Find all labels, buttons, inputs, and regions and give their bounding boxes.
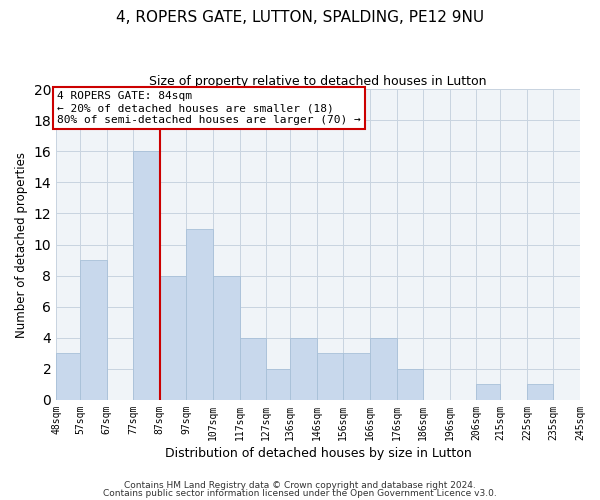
Bar xyxy=(290,338,317,400)
Bar xyxy=(476,384,500,400)
Title: Size of property relative to detached houses in Lutton: Size of property relative to detached ho… xyxy=(149,75,487,88)
Bar xyxy=(370,338,397,400)
Bar xyxy=(80,260,107,400)
Text: Contains HM Land Registry data © Crown copyright and database right 2024.: Contains HM Land Registry data © Crown c… xyxy=(124,480,476,490)
Bar xyxy=(213,276,239,400)
Bar xyxy=(397,369,423,400)
Bar xyxy=(266,369,290,400)
Y-axis label: Number of detached properties: Number of detached properties xyxy=(15,152,28,338)
Text: 4, ROPERS GATE, LUTTON, SPALDING, PE12 9NU: 4, ROPERS GATE, LUTTON, SPALDING, PE12 9… xyxy=(116,10,484,25)
Bar xyxy=(187,229,213,400)
X-axis label: Distribution of detached houses by size in Lutton: Distribution of detached houses by size … xyxy=(165,447,472,460)
Bar xyxy=(56,354,80,400)
Text: Contains public sector information licensed under the Open Government Licence v3: Contains public sector information licen… xyxy=(103,489,497,498)
Bar xyxy=(527,384,553,400)
Bar xyxy=(133,152,160,400)
Bar xyxy=(343,354,370,400)
Bar xyxy=(239,338,266,400)
Text: 4 ROPERS GATE: 84sqm
← 20% of detached houses are smaller (18)
80% of semi-detac: 4 ROPERS GATE: 84sqm ← 20% of detached h… xyxy=(57,92,361,124)
Bar xyxy=(317,354,343,400)
Bar xyxy=(160,276,187,400)
